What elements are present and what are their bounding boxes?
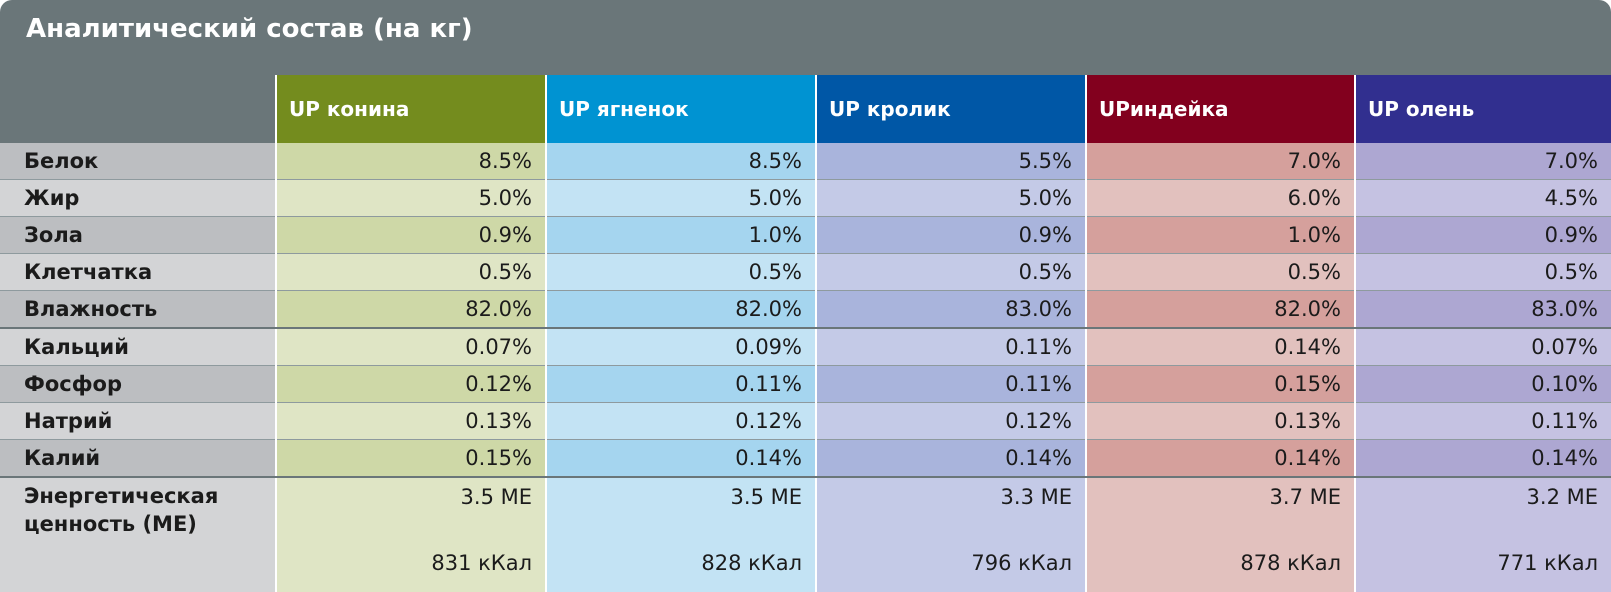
header-corner — [0, 75, 276, 143]
energy-me: 3.5 ME — [730, 485, 802, 509]
cell-konina: 0.13% — [275, 402, 546, 440]
cell-indeyka: 0.15% — [1085, 365, 1355, 403]
cell-konina: 0.12% — [275, 365, 546, 403]
row-label: Калий — [0, 439, 276, 478]
energy-label: Энергетическая ценность (МЕ) — [0, 477, 276, 592]
row-label: Кальций — [0, 328, 276, 366]
cell-olen: 0.14% — [1354, 439, 1611, 478]
header-krolik: UP кролик — [815, 75, 1086, 143]
header-olen: UP олень — [1354, 75, 1611, 143]
energy-kcal: 771 кКал — [1497, 551, 1598, 575]
energy-label-line2: ценность (МЕ) — [24, 512, 197, 536]
cell-olen: 83.0% — [1354, 290, 1611, 329]
table-row: Жир 5.0% 5.0% 5.0% 6.0% 4.5% — [0, 179, 1611, 217]
cell-indeyka: 0.5% — [1085, 253, 1355, 291]
energy-olen: 3.2 ME 771 кКал — [1354, 477, 1611, 592]
energy-me: 3.3 ME — [1000, 485, 1072, 509]
cell-olen: 0.9% — [1354, 216, 1611, 254]
cell-indeyka: 6.0% — [1085, 179, 1355, 217]
energy-kcal: 796 кКал — [971, 551, 1072, 575]
cell-konina: 82.0% — [275, 290, 546, 329]
cell-konina: 8.5% — [275, 143, 546, 180]
header-indeyka: UPиндейка — [1085, 75, 1355, 143]
cell-konina: 0.07% — [275, 328, 546, 366]
cell-krolik: 0.11% — [815, 365, 1086, 403]
header-konina: UP конина — [275, 75, 546, 143]
cell-indeyka: 0.14% — [1085, 439, 1355, 478]
energy-row: Энергетическая ценность (МЕ) 3.5 ME 831 … — [0, 477, 1611, 592]
cell-indeyka: 82.0% — [1085, 290, 1355, 329]
energy-kcal: 828 кКал — [701, 551, 802, 575]
cell-konina: 0.9% — [275, 216, 546, 254]
table-row: Клетчатка 0.5% 0.5% 0.5% 0.5% 0.5% — [0, 253, 1611, 291]
table-row: Фосфор 0.12% 0.11% 0.11% 0.15% 0.10% — [0, 365, 1611, 403]
energy-yagnenok: 3.5 ME 828 кКал — [545, 477, 816, 592]
cell-indeyka: 0.13% — [1085, 402, 1355, 440]
cell-olen: 7.0% — [1354, 143, 1611, 180]
row-label: Натрий — [0, 402, 276, 440]
energy-konina: 3.5 ME 831 кКал — [275, 477, 546, 592]
table-title: Аналитический состав (на кг) — [26, 14, 473, 44]
cell-krolik: 0.5% — [815, 253, 1086, 291]
cell-olen: 4.5% — [1354, 179, 1611, 217]
cell-indeyka: 7.0% — [1085, 143, 1355, 180]
energy-me: 3.2 ME — [1526, 485, 1598, 509]
cell-olen: 0.5% — [1354, 253, 1611, 291]
energy-kcal: 831 кКал — [431, 551, 532, 575]
cell-yagnenok: 0.11% — [545, 365, 816, 403]
row-label: Белок — [0, 143, 276, 180]
cell-krolik: 5.5% — [815, 143, 1086, 180]
cell-yagnenok: 0.09% — [545, 328, 816, 366]
table-row: Белок 8.5% 8.5% 5.5% 7.0% 7.0% — [0, 143, 1611, 180]
cell-krolik: 0.11% — [815, 328, 1086, 366]
header-row: UP конина UP ягненок UP кролик UPиндейка… — [0, 75, 1611, 143]
table-row: Натрий 0.13% 0.12% 0.12% 0.13% 0.11% — [0, 402, 1611, 440]
cell-krolik: 83.0% — [815, 290, 1086, 329]
table-row: Калий 0.15% 0.14% 0.14% 0.14% 0.14% — [0, 439, 1611, 478]
cell-olen: 0.07% — [1354, 328, 1611, 366]
table-row: Влажность 82.0% 82.0% 83.0% 82.0% 83.0% — [0, 290, 1611, 329]
table-row: Кальций 0.07% 0.09% 0.11% 0.14% 0.07% — [0, 328, 1611, 366]
cell-konina: 0.5% — [275, 253, 546, 291]
cell-konina: 0.15% — [275, 439, 546, 478]
row-label: Зола — [0, 216, 276, 254]
cell-yagnenok: 5.0% — [545, 179, 816, 217]
table-row: Зола 0.9% 1.0% 0.9% 1.0% 0.9% — [0, 216, 1611, 254]
cell-olen: 0.10% — [1354, 365, 1611, 403]
cell-yagnenok: 8.5% — [545, 143, 816, 180]
cell-yagnenok: 0.5% — [545, 253, 816, 291]
composition-table: UP конина UP ягненок UP кролик UPиндейка… — [0, 75, 1611, 592]
cell-krolik: 5.0% — [815, 179, 1086, 217]
energy-krolik: 3.3 ME 796 кКал — [815, 477, 1086, 592]
energy-label-line1: Энергетическая — [24, 484, 219, 508]
cell-indeyka: 0.14% — [1085, 328, 1355, 366]
cell-krolik: 0.14% — [815, 439, 1086, 478]
cell-yagnenok: 0.14% — [545, 439, 816, 478]
row-label: Фосфор — [0, 365, 276, 403]
cell-yagnenok: 82.0% — [545, 290, 816, 329]
energy-indeyka: 3.7 ME 878 кКал — [1085, 477, 1355, 592]
energy-kcal: 878 кКал — [1240, 551, 1341, 575]
row-label: Клетчатка — [0, 253, 276, 291]
header-yagnenok: UP ягненок — [545, 75, 816, 143]
cell-krolik: 0.9% — [815, 216, 1086, 254]
cell-yagnenok: 1.0% — [545, 216, 816, 254]
cell-yagnenok: 0.12% — [545, 402, 816, 440]
cell-konina: 5.0% — [275, 179, 546, 217]
row-label: Влажность — [0, 290, 276, 329]
cell-indeyka: 1.0% — [1085, 216, 1355, 254]
cell-olen: 0.11% — [1354, 402, 1611, 440]
energy-me: 3.7 ME — [1269, 485, 1341, 509]
row-label: Жир — [0, 179, 276, 217]
cell-krolik: 0.12% — [815, 402, 1086, 440]
energy-me: 3.5 ME — [460, 485, 532, 509]
